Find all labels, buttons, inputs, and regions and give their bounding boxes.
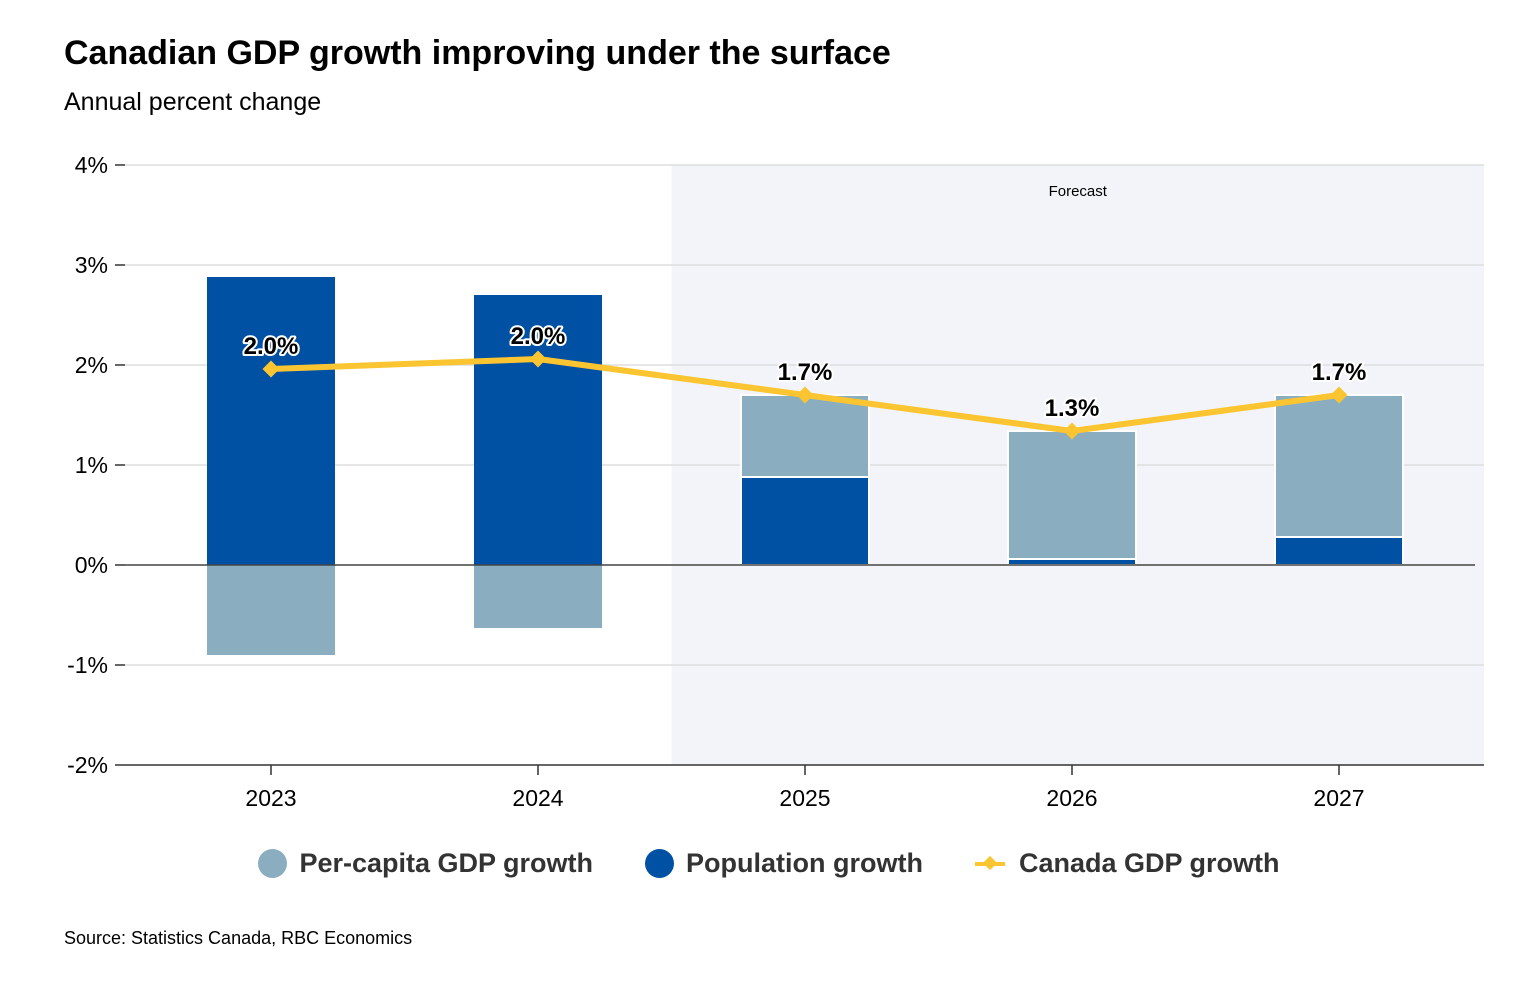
forecast-label: Forecast bbox=[1049, 183, 1108, 200]
gdp-marker-2025 bbox=[796, 386, 814, 404]
gdp-data-label-2026: 1.3% bbox=[1045, 395, 1100, 422]
bar-population-2027 bbox=[1274, 536, 1404, 566]
chart-title: Canadian GDP growth improving under the … bbox=[64, 34, 891, 72]
legend-label-population: Population growth bbox=[686, 848, 923, 878]
x-tick-label-2025: 2025 bbox=[779, 785, 830, 811]
y-tick-label: 4% bbox=[75, 152, 108, 178]
source-note: Source: Statistics Canada, RBC Economics bbox=[64, 928, 413, 948]
x-tick-label-2024: 2024 bbox=[512, 785, 563, 811]
bar-population-2023 bbox=[207, 277, 335, 565]
bar-per-capita-2027 bbox=[1274, 394, 1404, 538]
legend-swatch-per-capita bbox=[258, 849, 288, 878]
x-tick-label-2023: 2023 bbox=[245, 785, 296, 811]
gdp-marker-2023 bbox=[262, 360, 280, 378]
gdp-data-label-2024: 2.0% bbox=[511, 323, 566, 350]
x-tick-label-2026: 2026 bbox=[1046, 785, 1097, 811]
bar-population-2024 bbox=[474, 295, 602, 565]
bar-per-capita-2024 bbox=[474, 565, 602, 628]
legend-item-gdp: Canada GDP growth bbox=[974, 848, 1280, 879]
legend-label-per-capita: Per-capita GDP growth bbox=[299, 848, 594, 878]
chart-legend: Per-capita GDP growth Population growth … bbox=[0, 848, 1538, 879]
legend-swatch-population bbox=[645, 849, 675, 878]
bar-per-capita-2023 bbox=[207, 565, 335, 655]
x-tick-label-2027: 2027 bbox=[1313, 785, 1364, 811]
y-tick-label: 3% bbox=[75, 252, 108, 278]
bar-per-capita-2026 bbox=[1007, 430, 1137, 560]
gdp-chart: 4% 3% 2% 1% 0% -1% -2% Forecast 2023 2024 2025 2026… bbox=[67, 152, 1484, 811]
legend-label-gdp: Canada GDP growth bbox=[1018, 848, 1280, 878]
legend-item-per-capita: Per-capita GDP growth bbox=[258, 848, 593, 879]
legend-item-population: Population growth bbox=[645, 848, 923, 879]
y-tick-label: 0% bbox=[75, 552, 108, 578]
bar-population-2025 bbox=[740, 476, 870, 566]
gdp-marker-2024 bbox=[529, 350, 547, 368]
y-tick-label: -2% bbox=[67, 752, 108, 778]
y-tick-label: 2% bbox=[75, 352, 108, 378]
gdp-data-label-2027: 1.7% bbox=[1312, 359, 1367, 386]
bar-per-capita-2025 bbox=[740, 394, 870, 478]
y-tick-label: -1% bbox=[67, 652, 108, 678]
chart-subtitle: Annual percent change bbox=[64, 88, 322, 116]
y-tick-label: 1% bbox=[75, 452, 108, 478]
legend-swatch-gdp bbox=[974, 861, 1005, 866]
gdp-data-label-2025: 1.7% bbox=[778, 359, 833, 386]
gdp-data-label-2023: 2.0% bbox=[244, 333, 299, 360]
